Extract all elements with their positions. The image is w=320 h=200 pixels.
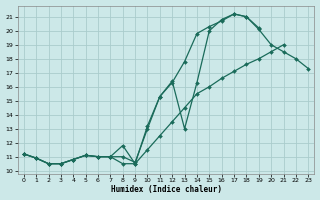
X-axis label: Humidex (Indice chaleur): Humidex (Indice chaleur) — [110, 185, 221, 194]
